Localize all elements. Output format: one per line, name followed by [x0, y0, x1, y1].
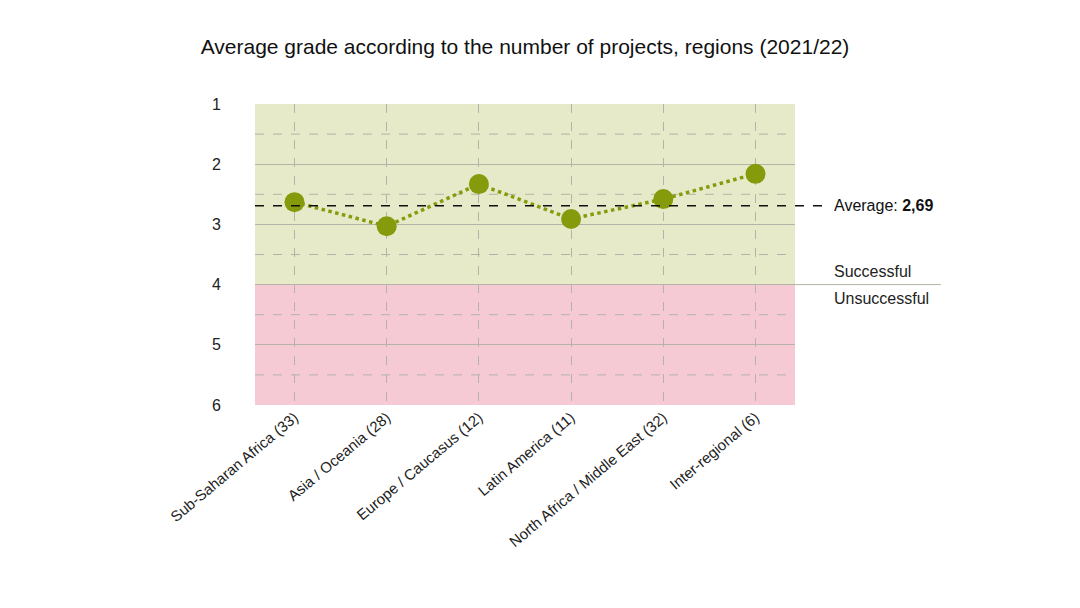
svg-text:Unsuccessful: Unsuccessful: [834, 290, 929, 307]
svg-text:Inter-regional (6): Inter-regional (6): [666, 409, 762, 493]
svg-text:Average grade according to the: Average grade according to the number of…: [201, 35, 850, 58]
svg-text:Successful: Successful: [834, 263, 911, 280]
svg-text:Latin America (11): Latin America (11): [475, 409, 578, 500]
svg-text:1: 1: [212, 96, 221, 113]
svg-text:Average: 2,69: Average: 2,69: [834, 197, 933, 214]
svg-text:2: 2: [212, 156, 221, 173]
svg-text:6: 6: [212, 397, 221, 414]
svg-text:Europe / Caucasus (12): Europe / Caucasus (12): [353, 409, 485, 524]
svg-text:Asia / Oceania (28): Asia / Oceania (28): [284, 409, 393, 505]
svg-text:5: 5: [212, 336, 221, 353]
svg-text:Sub-Saharan Africa (33): Sub-Saharan Africa (33): [167, 409, 301, 525]
svg-text:North Africa / Middle East (32: North Africa / Middle East (32): [506, 409, 670, 551]
svg-text:3: 3: [212, 216, 221, 233]
svg-text:4: 4: [212, 276, 221, 293]
